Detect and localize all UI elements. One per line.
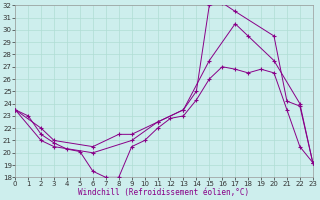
X-axis label: Windchill (Refroidissement éolien,°C): Windchill (Refroidissement éolien,°C) [78, 188, 250, 197]
